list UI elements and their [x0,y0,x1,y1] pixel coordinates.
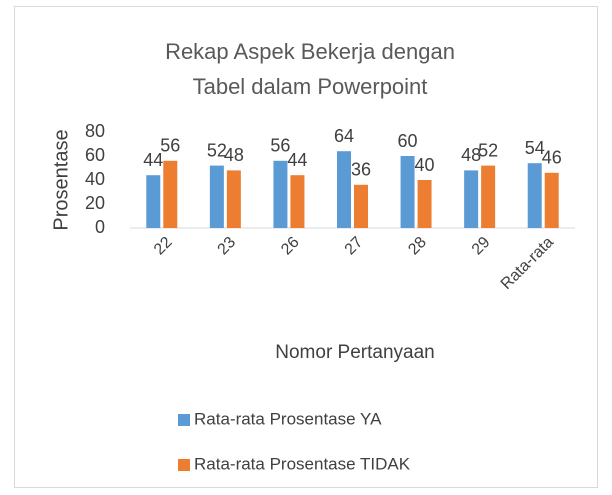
bar [337,151,351,228]
y-axis-label: Prosentase [50,129,72,230]
bar [417,180,432,228]
y-tick-label: 20 [85,193,105,213]
x-axis-label: Nomor Pertanyaan [275,342,434,363]
x-tick-label: 23 [215,234,240,259]
x-tick-label: 29 [469,234,494,259]
bar [273,160,288,228]
data-label: 44 [143,150,163,170]
y-tick-label: 80 [85,121,105,141]
bar [226,170,241,228]
data-label: 48 [224,145,244,165]
x-tick-label: 27 [342,234,367,259]
bar [146,175,161,228]
data-label: 64 [334,126,354,146]
data-label: 52 [478,140,498,160]
x-tick-label: Rata-rata [498,234,557,293]
legend-label: Rata-rata Prosentase TIDAK [194,454,411,473]
chart-title: Rekap Aspek Bekerja dengan Tabel dalam P… [165,39,455,99]
bar [163,160,178,228]
data-label: 56 [270,136,290,156]
data-label: 48 [461,145,481,165]
data-label: 44 [287,150,307,170]
data-label: 36 [351,160,371,180]
bar [527,163,542,228]
legend-swatch [178,459,190,471]
data-label: 40 [415,155,435,175]
bar [354,184,368,228]
bar [290,175,305,228]
bar [209,165,224,228]
chart-frame [14,6,598,488]
legend-label: Rata-rata Prosentase YA [194,409,382,428]
bar [544,172,559,228]
x-tick-label: 26 [278,234,303,259]
data-label: 60 [398,131,418,151]
y-tick-label: 40 [85,169,105,189]
x-tick-label: 22 [151,234,176,259]
data-label: 54 [525,138,545,158]
data-label: 52 [207,140,227,160]
y-tick-label: 60 [85,145,105,165]
bar [464,170,479,228]
bar [481,165,496,228]
bar [400,156,415,228]
data-label: 46 [542,148,562,168]
x-tick-label: 28 [405,234,430,259]
legend-swatch [178,414,190,426]
y-tick-label: 0 [95,217,105,237]
data-label: 56 [160,136,180,156]
